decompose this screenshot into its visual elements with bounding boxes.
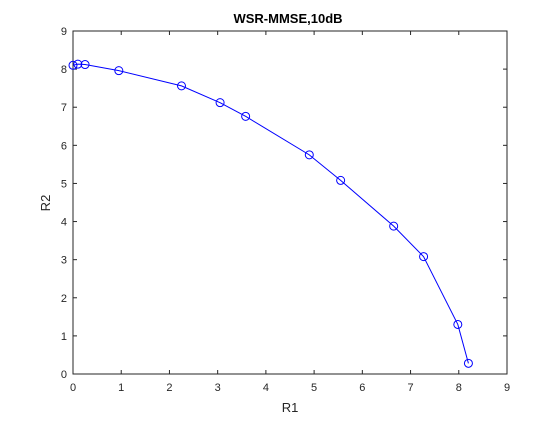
- y-tick-label: 0: [61, 369, 67, 381]
- data-point-marker: [114, 66, 124, 76]
- y-tick-label: 3: [61, 255, 67, 267]
- series-line: [72, 63, 469, 364]
- ticks: 0 1 2 3 4 5 6 7 8 9 0 1 2 3 4 5 6 7 8 9: [61, 26, 510, 394]
- y-axis-label: R2: [38, 195, 53, 212]
- plot-box: [72, 30, 508, 375]
- data-point-marker: [336, 175, 346, 185]
- series-layer: [68, 59, 473, 368]
- x-tick-label: 0: [70, 382, 76, 394]
- y-tick-label: 2: [61, 293, 67, 305]
- y-tick-label: 9: [61, 26, 67, 38]
- data-point-marker: [73, 59, 83, 69]
- data-point-marker: [463, 358, 473, 368]
- x-axis-label: R1: [282, 400, 299, 415]
- y-tick-label: 8: [61, 64, 67, 76]
- data-point-marker: [215, 98, 225, 108]
- data-point-marker: [389, 221, 399, 231]
- x-tick-label: 4: [263, 382, 269, 394]
- x-tick-label: 8: [456, 382, 462, 394]
- y-tick-label: 4: [61, 217, 67, 229]
- x-tick-label: 6: [359, 382, 365, 394]
- x-tick-label: 5: [311, 382, 317, 394]
- x-tick-label: 2: [166, 382, 172, 394]
- y-tick-label: 5: [61, 178, 67, 190]
- data-point-marker: [241, 111, 251, 121]
- x-tick-label: 1: [118, 382, 124, 394]
- axes: [72, 30, 508, 375]
- data-point-marker: [177, 81, 186, 91]
- data-point-marker: [68, 60, 78, 70]
- data-point-marker: [419, 252, 429, 262]
- data-point-marker: [304, 150, 314, 160]
- data-point-marker: [453, 319, 463, 329]
- x-tick-label: 9: [504, 382, 510, 394]
- x-tick-label: 3: [215, 382, 221, 394]
- chart-title: WSR-MMSE,10dB: [233, 11, 342, 26]
- y-tick-label: 1: [61, 331, 67, 343]
- x-tick-label: 7: [407, 382, 413, 394]
- y-tick-label: 6: [61, 140, 67, 152]
- data-point-marker: [80, 60, 90, 70]
- y-tick-label: 7: [61, 102, 67, 114]
